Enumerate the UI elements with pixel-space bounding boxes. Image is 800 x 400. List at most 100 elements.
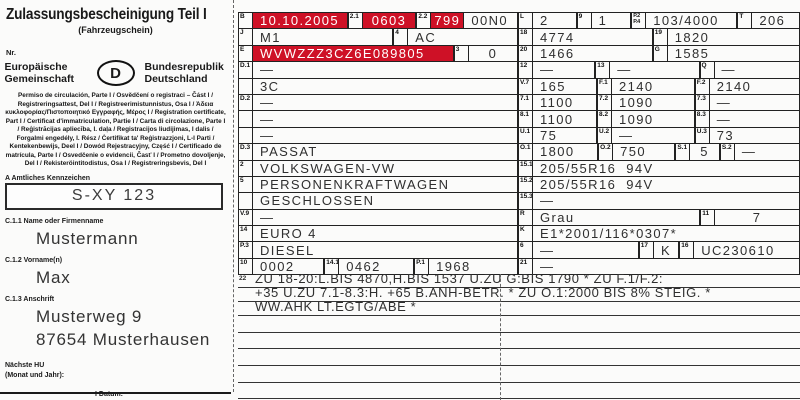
field-code: S.2 <box>719 144 735 160</box>
field-value: 750 <box>613 144 676 160</box>
table-row: 5 PERSONENKRAFTWAGEN <box>238 176 518 194</box>
eu-badge-row: Europäische Gemeinschaft D Bundesrepubli… <box>0 60 231 86</box>
page-subtitle: (Fahrzeugschein) <box>78 25 153 35</box>
field-value: — <box>715 62 800 78</box>
owner-address-label: C.1.3 Anschrift <box>5 295 55 303</box>
field-value: — <box>253 111 518 127</box>
field-code: E <box>238 45 253 62</box>
field-value: PERSONENKRAFTWAGEN <box>253 176 518 193</box>
table-row: 2 VOLKSWAGEN-VW <box>238 160 518 177</box>
field-code: 4 <box>393 29 409 45</box>
field-value: PASSAT <box>253 144 518 160</box>
field-value: 1820 <box>668 29 800 45</box>
field-value: 0462 <box>339 258 415 275</box>
field-value: — <box>253 94 518 111</box>
field-value: 1466 <box>533 45 653 62</box>
field-code: V.9 <box>238 209 253 226</box>
owner-firstname-value: Max <box>36 267 71 287</box>
table-row: 7.1 1100 7.2 1090 7.3— <box>518 94 800 112</box>
field-code: U.3 <box>694 127 710 144</box>
field-value: 165 <box>533 78 598 94</box>
field-value: — <box>533 258 800 275</box>
remarks-line: 22 ZU 18-20:L.BIS 4870,H.BIS 1537 U.ZU G… <box>238 274 800 288</box>
plate-field-label: A Amtliches Kennzeichen <box>5 174 91 182</box>
field-code: F.2 <box>694 78 710 94</box>
field-code: 2 <box>238 160 253 176</box>
table-row: 12—13— Q — <box>518 62 800 79</box>
field-value: — <box>612 127 695 144</box>
field-code: 8.1 <box>518 111 533 127</box>
field-value: 1100 <box>533 94 598 111</box>
field-value: — <box>253 209 518 226</box>
field-value: 1 <box>592 13 632 29</box>
table-row: 15.1 205/55R16 94V <box>518 160 800 177</box>
field-code: P.3 <box>238 242 253 258</box>
field-code <box>238 127 253 144</box>
field-code: U.2 <box>597 127 613 144</box>
field-code: 7.1 <box>518 94 533 111</box>
field-value: — <box>610 62 700 78</box>
field-code: 3 <box>453 45 469 62</box>
license-plate-box: S-XY 123 <box>5 182 223 210</box>
owner-name-value: Mustermann <box>36 228 139 248</box>
empty-rule-line <box>238 333 800 350</box>
field-code: Q <box>699 62 715 78</box>
next-inspection-label: Nächste HU (Monat und Jahr): <box>5 361 231 382</box>
field-value: 1800 <box>533 144 599 160</box>
table-row: 3C <box>238 78 518 95</box>
table-row: 10 0002 14.1 0462 P.1 1968 <box>238 258 518 276</box>
owner-firstname-label: C.1.2 Vorname(n) <box>5 256 63 264</box>
field-code: 7.2 <box>597 94 613 111</box>
field-code: O.2 <box>598 144 614 160</box>
table-row: — <box>238 127 518 145</box>
field-value: E1*2001/116*0307* <box>533 226 800 242</box>
field-code: U.1 <box>518 127 533 144</box>
field-code: 15.1 <box>518 160 533 176</box>
remarks-divider-dashed-line <box>500 274 501 400</box>
table-row: 8.1 1100 8.2 1090 8.3— <box>518 111 800 128</box>
field-value: DIESEL <box>253 242 518 258</box>
field-code: D.1 <box>238 62 253 78</box>
field-value: 1585 <box>668 45 800 62</box>
empty-rule-line <box>238 366 800 383</box>
date-label: I Datum: <box>95 390 123 398</box>
field-value: 799 <box>431 13 465 29</box>
table-row: J M1 4 AC <box>238 29 518 46</box>
owner-address-line1: Musterweg 9 <box>36 306 143 326</box>
field-code: 9 <box>576 13 592 29</box>
field-value: 1968 <box>429 258 518 275</box>
field-value: 205/55R16 94V <box>533 176 800 193</box>
field-code: 7.3 <box>694 94 710 111</box>
field-code: 14 <box>238 226 253 242</box>
table-row: — <box>238 111 518 128</box>
remarks-section: 22 ZU 18-20:L.BIS 4870,H.BIS 1537 U.ZU G… <box>238 274 800 400</box>
remarks-text: +35 U.ZU 7.1-8.3:H. +65 B.ANH-BETR. * ZU… <box>255 288 711 300</box>
table-row: V.9— <box>238 209 518 227</box>
table-row: L 2 9 1 P.2 P.4 103/4000 T 206 <box>518 13 800 30</box>
field-code: 13 <box>595 62 611 78</box>
field-value: 10.10.2005 <box>253 13 348 29</box>
license-plate-value: S-XY 123 <box>71 187 157 205</box>
table-row: 21— <box>518 258 800 276</box>
table-row: 6—17 K 16 UC230610 <box>518 242 800 259</box>
field-value: 0 <box>469 45 518 62</box>
field-value: 1090 <box>612 111 695 127</box>
table-row: P.3 DIESEL <box>238 242 518 259</box>
field-code: 5 <box>238 176 253 193</box>
field-code: D.2 <box>238 94 253 111</box>
empty-rule-line <box>238 383 800 400</box>
field-code: 10 <box>238 258 253 275</box>
field-value: 206 <box>752 13 800 29</box>
field-code: 20 <box>518 45 533 62</box>
panel-divider-dashed-line <box>233 0 234 392</box>
owner-address-line2: 87654 Musterhausen <box>36 329 211 349</box>
field-code: G <box>652 45 668 62</box>
field-value: 4774 <box>533 29 653 45</box>
field-code: S.1 <box>675 144 691 160</box>
table-row: D.3 PASSAT <box>238 144 518 161</box>
field-value: 0002 <box>253 258 325 275</box>
table-row: K E1*2001/116*0307* <box>518 226 800 243</box>
page-title: Zulassungsbescheinigung Teil I <box>6 6 207 23</box>
field-value: WVWZZZ3CZ6E089805 <box>253 45 454 62</box>
field-code: 6 <box>518 242 533 258</box>
